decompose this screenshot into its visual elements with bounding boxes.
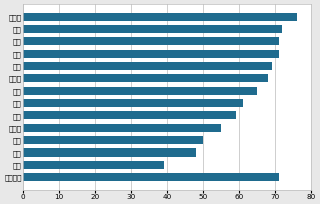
Bar [23, 25, 282, 33]
Bar [23, 173, 279, 181]
Bar [23, 13, 297, 21]
Bar [23, 87, 257, 95]
Bar [23, 37, 279, 45]
Bar [23, 124, 221, 132]
Bar [23, 99, 243, 107]
Bar [23, 136, 203, 144]
Bar [23, 50, 279, 58]
Bar [23, 62, 272, 70]
Bar [23, 111, 236, 120]
Bar [23, 149, 196, 156]
Bar [23, 161, 164, 169]
Bar [23, 74, 268, 82]
